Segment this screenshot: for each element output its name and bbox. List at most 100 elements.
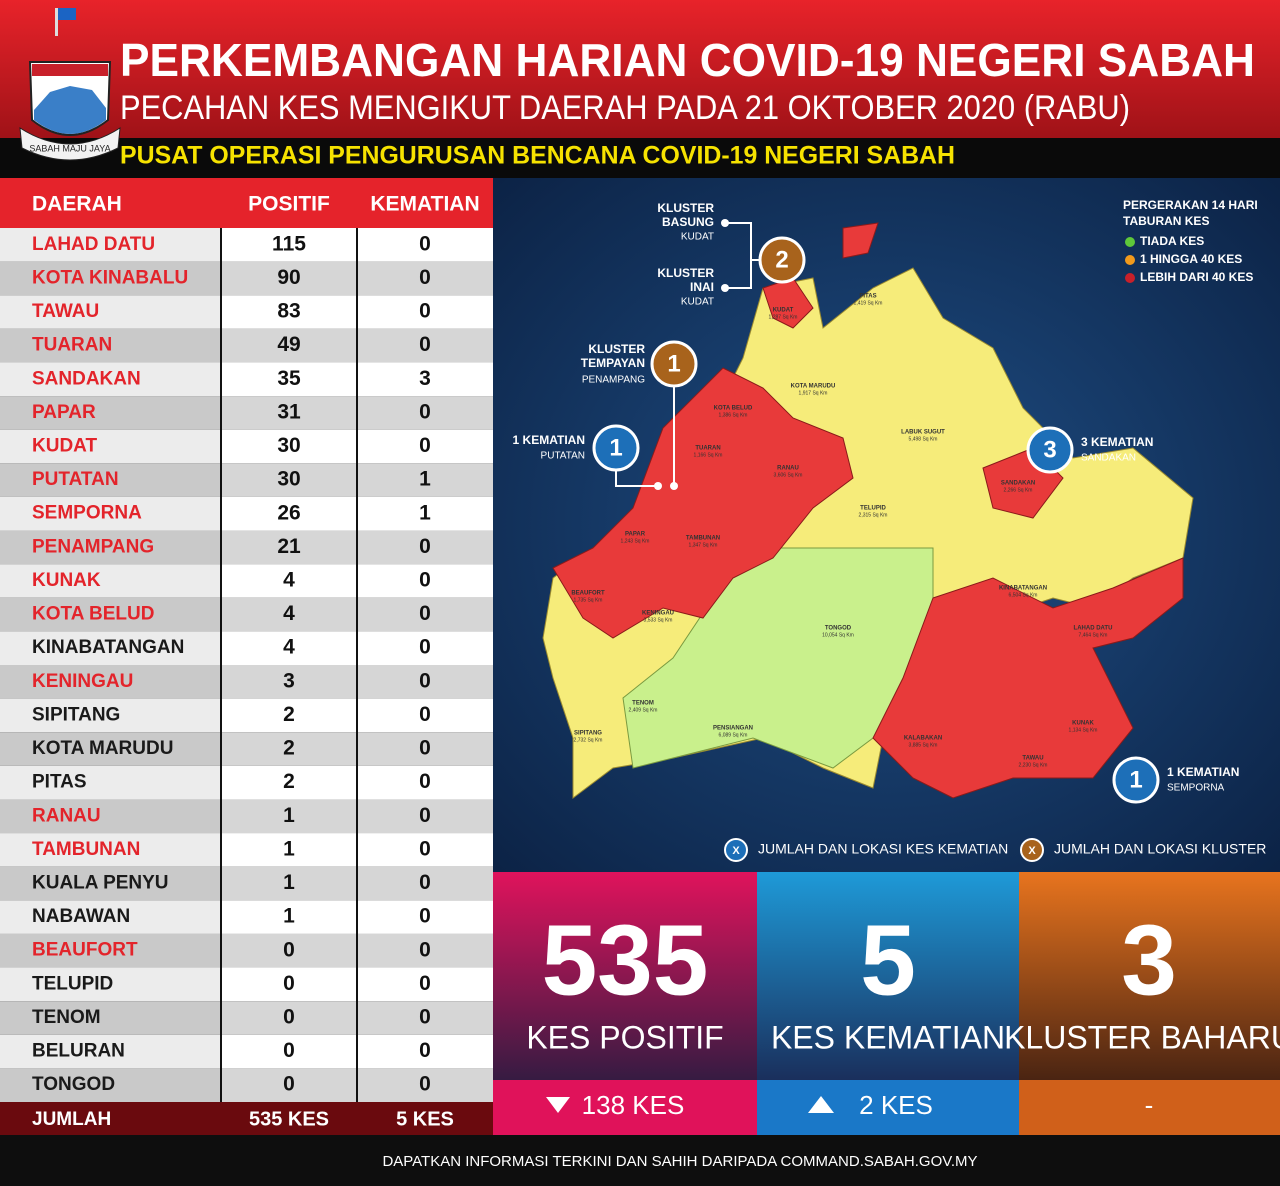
row-bg: [358, 564, 493, 598]
marker-count: 3: [1043, 436, 1056, 463]
summary-bg: [493, 872, 757, 1080]
district-label: KINABATANGAN: [999, 586, 1047, 592]
district-area: 3,533 Sq Km: [644, 617, 673, 623]
district-label: TELUPID: [860, 506, 886, 512]
district-label: TONGOD: [825, 626, 852, 632]
death-count: 0: [419, 669, 431, 692]
death-count: 0: [419, 602, 431, 625]
key-label: JUMLAH DAN LOKASI KES KEMATIAN: [758, 841, 1008, 857]
row-bg: [358, 1068, 493, 1102]
death-count: 0: [419, 972, 431, 995]
row-bg: [222, 597, 356, 632]
positive-count: 0: [283, 1073, 295, 1096]
change-bg: [757, 1080, 1019, 1135]
positive-count: 1: [283, 837, 295, 860]
connector-dot: [654, 482, 662, 490]
district-name: KOTA KINABALU: [32, 267, 188, 288]
column-header: DAERAH: [32, 193, 122, 216]
cluster-location: KUDAT: [681, 297, 714, 308]
row-bg: [358, 765, 493, 800]
row-bg: [222, 463, 356, 497]
connector-dot: [721, 219, 729, 227]
district-name: TAWAU: [32, 301, 99, 322]
district-name: TELUPID: [32, 973, 113, 994]
positive-count: 90: [277, 266, 300, 289]
key-symbol: X: [732, 845, 740, 857]
row-bg: [0, 429, 220, 464]
footer-bg: [0, 1135, 1280, 1186]
marker: [1026, 426, 1074, 474]
district-label: BEAUFORT: [571, 591, 605, 597]
district-name: SIPITANG: [32, 704, 120, 725]
row-bg: [222, 1001, 356, 1035]
cluster-name: KLUSTER: [657, 201, 714, 215]
cluster-name: BASUNG: [662, 215, 714, 229]
row-bg: [0, 295, 220, 329]
district-area: 3,885 Sq Km: [909, 742, 938, 748]
row-bg: [0, 1001, 220, 1035]
district-label: LAHAD DATU: [1074, 626, 1113, 632]
row-bg: [0, 900, 220, 934]
column-header: POSITIF: [248, 193, 330, 216]
summary-change: 138 KES: [582, 1090, 685, 1120]
positive-count: 0: [283, 938, 295, 961]
cluster-location: PENAMPANG: [582, 375, 645, 386]
row-bg: [0, 1068, 220, 1102]
death-count: 0: [419, 1039, 431, 1062]
marker-count: 1: [609, 434, 622, 461]
row-bg: [222, 866, 356, 901]
subtitle: PECAHAN KES MENGIKUT DAERAH PADA 21 OKTO…: [120, 89, 1130, 127]
connector-dot: [721, 284, 729, 292]
row-bg: [358, 799, 493, 834]
district-label: KOTA MARUDU: [791, 384, 836, 390]
row-bg: [358, 1034, 493, 1069]
district-name: NABAWAN: [32, 906, 130, 927]
row-bg: [222, 295, 356, 329]
row-bg: [222, 396, 356, 430]
district-name: KOTA BELUD: [32, 604, 154, 625]
legend-title: TABURAN KES: [1123, 214, 1209, 228]
positive-count: 4: [283, 569, 295, 592]
district-area: 2,409 Sq Km: [629, 707, 658, 713]
positive-count: 26: [277, 501, 300, 524]
district-area: 2,230 Sq Km: [1019, 762, 1048, 768]
row-bg: [358, 396, 493, 430]
row-bg: [358, 429, 493, 464]
agency-band: [0, 138, 1280, 178]
row-bg: [358, 597, 493, 632]
row-bg: [222, 328, 356, 363]
row-bg: [222, 799, 356, 834]
cluster-name: KLUSTER: [657, 266, 714, 280]
district-name: KUNAK: [32, 570, 101, 591]
district-name: PUTATAN: [32, 469, 119, 490]
row-bg: [0, 866, 220, 901]
positive-count: 3: [283, 669, 295, 692]
district-name: LAHAD DATU: [32, 234, 155, 255]
row-bg: [222, 496, 356, 531]
district-area: 7,464 Sq Km: [1079, 632, 1108, 638]
summary-bg: [1019, 872, 1280, 1080]
row-bg: [0, 799, 220, 834]
row-bg: [222, 228, 356, 262]
column-header: KEMATIAN: [370, 193, 479, 216]
legend-label: LEBIH DARI 40 KES: [1140, 270, 1253, 284]
row-bg: [222, 698, 356, 733]
district-area: 1,386 Sq Km: [719, 412, 748, 418]
district-area: 10,054 Sq Km: [822, 632, 854, 638]
death-count: 3: [419, 367, 431, 390]
district-name: PENAMPANG: [32, 536, 154, 557]
summary-label: KES POSITIF: [526, 1019, 723, 1055]
district-label: RANAU: [777, 466, 799, 472]
district-name: TONGOD: [32, 1074, 115, 1095]
positive-count: 2: [283, 770, 295, 793]
district-name: SANDAKAN: [32, 368, 141, 389]
cluster-name: KLUSTER: [588, 342, 645, 356]
district-label: TENOM: [632, 701, 654, 707]
connector-dot: [670, 482, 678, 490]
row-bg: [0, 933, 220, 968]
row-bg: [222, 833, 356, 867]
positive-count: 30: [277, 434, 300, 457]
district-name: KOTA MARUDU: [32, 738, 173, 759]
